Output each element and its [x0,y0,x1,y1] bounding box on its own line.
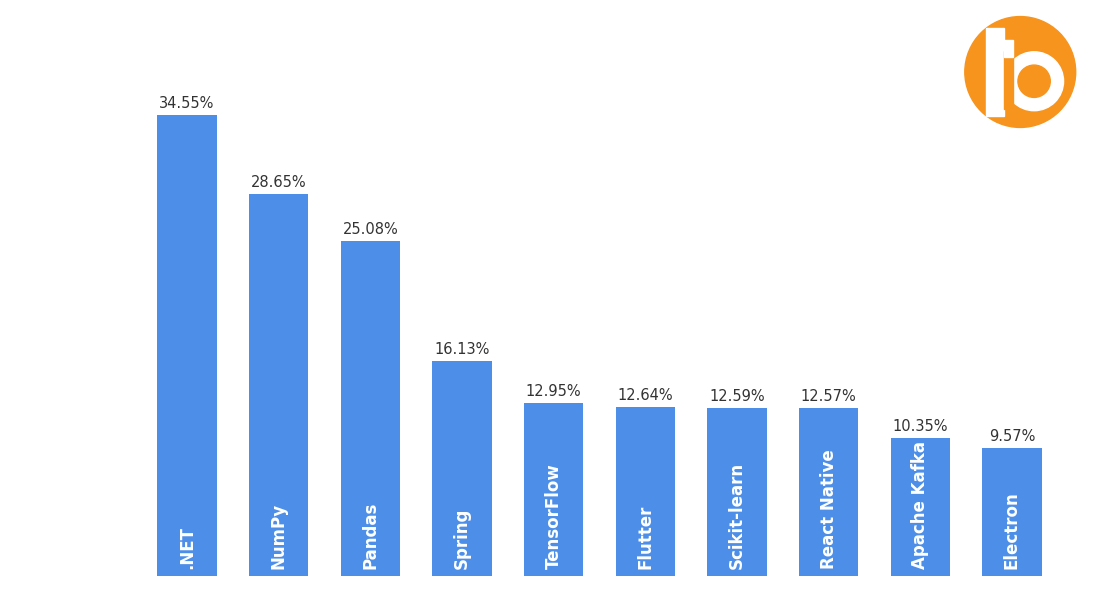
Text: NumPy: NumPy [270,503,288,569]
Text: Electron: Electron [1003,491,1021,569]
Text: Scikit-learn: Scikit-learn [728,462,746,569]
Bar [157,115,217,576]
Text: React Native: React Native [820,449,838,569]
Bar [616,407,675,576]
Text: 12.95%: 12.95% [526,384,582,399]
Text: 34.55%: 34.55% [160,96,215,111]
Text: 10.35%: 10.35% [892,419,948,434]
Bar [986,28,1003,116]
Bar [341,241,400,576]
Circle shape [1004,52,1064,110]
Bar [432,361,492,576]
Text: 12.57%: 12.57% [801,389,857,404]
Bar [249,194,308,576]
Text: 16.13%: 16.13% [434,341,490,356]
Text: TensorFlow: TensorFlow [544,464,563,569]
Text: Apache Kafka: Apache Kafka [911,442,930,569]
Bar [891,438,950,576]
Text: 25.08%: 25.08% [342,222,398,237]
Bar [707,408,767,576]
Circle shape [1018,65,1050,97]
Text: 28.65%: 28.65% [251,175,307,190]
Bar [1003,51,1013,109]
Circle shape [965,17,1076,127]
Bar [524,403,583,576]
Bar [982,448,1042,576]
Text: 9.57%: 9.57% [989,429,1035,444]
Text: Spring: Spring [453,508,471,569]
Text: Flutter: Flutter [636,505,654,569]
Bar [1003,40,1013,57]
Text: .NET: .NET [178,526,196,569]
Text: Pandas: Pandas [361,502,379,569]
Bar [799,408,858,576]
Text: 12.59%: 12.59% [710,389,764,404]
Text: 12.64%: 12.64% [617,388,673,403]
